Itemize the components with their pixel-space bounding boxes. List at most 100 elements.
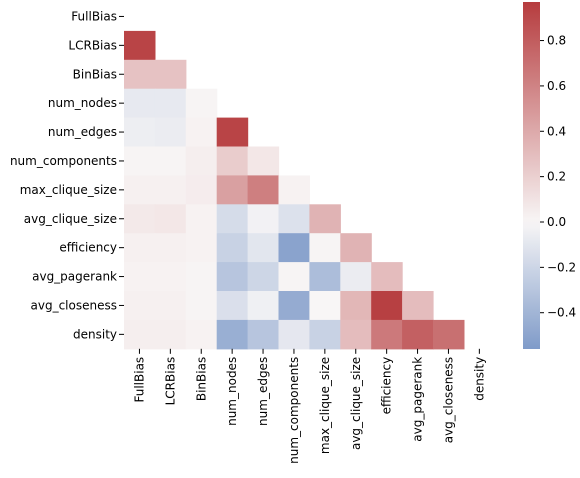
heatmap-cell-avg_clique_size-num_edges <box>247 204 280 234</box>
x-tick-label: avg_closeness <box>441 357 455 443</box>
heatmap-cell-max_clique_size-num_nodes <box>216 175 249 205</box>
x-tick-label: num_edges <box>256 357 270 426</box>
y-tick-label: FullBias <box>71 9 117 23</box>
y-tick-label: avg_clique_size <box>24 212 117 226</box>
y-tick-label: avg_closeness <box>31 298 117 312</box>
heatmap-cell-avg_closeness-num_nodes <box>216 291 249 321</box>
heatmap-cell-avg_closeness-avg_clique_size <box>340 291 372 321</box>
heatmap-cell-avg_closeness-BinBias <box>185 291 218 321</box>
heatmap-cell-efficiency-LCRBias <box>154 233 187 263</box>
heatmap-cell-BinBias-FullBias <box>124 59 156 90</box>
y-axis: FullBias LCRBias BinBias num_nodes num_edges… <box>10 9 124 341</box>
heatmap-cell-LCRBias-FullBias <box>124 30 156 61</box>
colorbar-tick-label: 0.6 <box>547 79 566 93</box>
heatmap-cell-density-avg_pagerank <box>402 319 434 350</box>
y-tick-label: LCRBias <box>68 38 117 52</box>
heatmap-cell-avg_pagerank-BinBias <box>185 262 218 292</box>
x-tick-label: num_components <box>287 357 301 464</box>
heatmap-cell-efficiency-num_nodes <box>216 233 249 263</box>
heatmap-cell-num_edges-BinBias <box>185 117 218 148</box>
heatmap-cell-efficiency-num_components <box>278 233 310 263</box>
heatmap-cell-num_components-num_nodes <box>216 146 249 176</box>
heatmap-cell-density-num_components <box>278 319 310 350</box>
x-tick-label: avg_clique_size <box>349 357 363 450</box>
heatmap-cell-avg_pagerank-num_edges <box>247 262 280 292</box>
heatmap-cell-avg_closeness-avg_pagerank <box>402 291 434 321</box>
y-tick-label: max_clique_size <box>20 183 117 197</box>
x-tick-label: efficiency <box>380 357 394 415</box>
heatmap-cell-max_clique_size-FullBias <box>124 175 156 205</box>
heatmap-cell-avg_pagerank-LCRBias <box>154 262 187 292</box>
heatmap-cell-density-efficiency <box>371 319 403 350</box>
x-tick-label: BinBias <box>194 357 208 401</box>
colorbar-tick-label: −0.2 <box>547 260 576 274</box>
heatmap-cell-avg_pagerank-efficiency <box>371 262 403 292</box>
y-tick-label: num_components <box>10 154 117 168</box>
colorbar-tick-label: 0.0 <box>547 215 566 229</box>
heatmap-cell-BinBias-LCRBias <box>154 59 187 90</box>
x-tick-label: FullBias <box>132 357 146 403</box>
heatmap-cell-density-num_edges <box>247 319 280 350</box>
heatmap-cell-density-max_clique_size <box>309 319 341 350</box>
heatmap-cell-avg_clique_size-num_components <box>278 204 310 234</box>
heatmap-cell-avg_pagerank-num_components <box>278 262 310 292</box>
heatmap-cell-num_edges-FullBias <box>124 117 156 148</box>
y-tick-label: BinBias <box>73 67 117 81</box>
heatmap-cell-avg_pagerank-avg_clique_size <box>340 262 372 292</box>
heatmap-cell-density-num_nodes <box>216 319 249 350</box>
heatmap-cell-max_clique_size-num_components <box>278 175 310 205</box>
heatmap-cell-avg_closeness-FullBias <box>124 291 156 321</box>
heatmap-cell-num_components-FullBias <box>124 146 156 176</box>
heatmap-cell-max_clique_size-num_edges <box>247 175 280 205</box>
heatmap-cell-efficiency-max_clique_size <box>309 233 341 263</box>
heatmap-cell-avg_closeness-num_components <box>278 291 310 321</box>
heatmap-cell-density-avg_clique_size <box>340 319 372 350</box>
x-tick-label: density <box>472 357 486 401</box>
colorbar-gradient <box>523 2 540 349</box>
heatmap-cell-avg_clique_size-LCRBias <box>154 204 187 234</box>
heatmap-cell-density-FullBias <box>124 319 156 350</box>
heatmap-cell-density-LCRBias <box>154 319 187 350</box>
y-tick-label: density <box>73 327 117 341</box>
heatmap-cell-avg_pagerank-num_nodes <box>216 262 249 292</box>
heatmap-cell-num_components-BinBias <box>185 146 218 176</box>
colorbar: −0.4 −0.2 0.0 0.2 0.4 0.6 0.8 <box>523 2 576 349</box>
y-tick-label: efficiency <box>59 241 117 255</box>
x-tick-label: max_clique_size <box>318 357 332 454</box>
heatmap-cell-density-avg_closeness <box>433 319 465 350</box>
y-tick-label: num_edges <box>48 125 117 139</box>
heatmap-cell-num_edges-LCRBias <box>154 117 187 148</box>
heatmap-cell-efficiency-BinBias <box>185 233 218 263</box>
x-tick-label: LCRBias <box>163 357 177 406</box>
heatmap-cell-efficiency-avg_clique_size <box>340 233 372 263</box>
heatmap-cell-num_edges-num_nodes <box>216 117 249 148</box>
colorbar-tick-label: 0.8 <box>547 34 566 48</box>
heatmap-cell-num_components-LCRBias <box>154 146 187 176</box>
heatmap-cell-avg_closeness-num_edges <box>247 291 280 321</box>
heatmap-cell-avg_clique_size-num_nodes <box>216 204 249 234</box>
colorbar-tick-label: 0.2 <box>547 170 566 184</box>
heatmap-cell-efficiency-num_edges <box>247 233 280 263</box>
heatmap-cell-avg_closeness-efficiency <box>371 291 403 321</box>
x-tick-label: avg_pagerank <box>411 357 425 442</box>
heatmap-cell-avg_clique_size-max_clique_size <box>309 204 341 234</box>
heatmap-cell-avg_clique_size-BinBias <box>185 204 218 234</box>
heatmap-cell-num_nodes-FullBias <box>124 88 156 119</box>
heatmap-cells <box>124 30 465 350</box>
colorbar-tick-label: 0.4 <box>547 124 566 138</box>
heatmap-cell-density-BinBias <box>185 319 218 350</box>
heatmap-cell-avg_pagerank-FullBias <box>124 262 156 292</box>
y-tick-label: num_nodes <box>48 96 117 110</box>
colorbar-tick-label: −0.4 <box>547 306 576 320</box>
heatmap-cell-num_nodes-BinBias <box>185 88 218 119</box>
heatmap-cell-max_clique_size-BinBias <box>185 175 218 205</box>
heatmap-cell-avg_pagerank-max_clique_size <box>309 262 341 292</box>
heatmap-cell-efficiency-FullBias <box>124 233 156 263</box>
x-tick-label: num_nodes <box>225 357 239 426</box>
heatmap-cell-num_components-num_edges <box>247 146 280 176</box>
x-axis: FullBias LCRBias BinBias num_nodes num_edges… <box>132 348 486 464</box>
heatmap-cell-num_nodes-LCRBias <box>154 88 187 119</box>
heatmap-cell-avg_clique_size-FullBias <box>124 204 156 234</box>
